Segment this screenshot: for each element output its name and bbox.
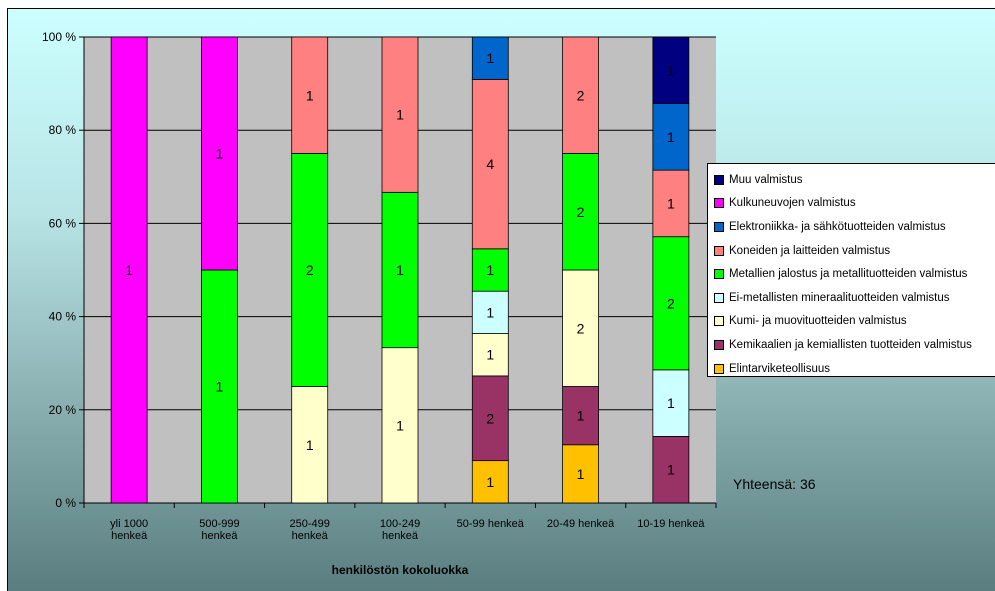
x-tick-label: henkeä xyxy=(201,530,238,542)
legend-item: Kemikaalien ja kemiallisten tuotteiden v… xyxy=(714,333,995,357)
y-tick-label: 40 % xyxy=(49,310,77,324)
legend-item: Kumi- ja muovituotteiden valmistus xyxy=(714,310,995,334)
legend-label: Koneiden ja laitteiden valmistus xyxy=(729,244,891,257)
data-label: 2 xyxy=(667,295,675,311)
data-label: 1 xyxy=(306,87,314,103)
data-label: 2 xyxy=(577,204,585,220)
x-tick-label: 10-19 henkeä xyxy=(637,518,705,530)
x-tick-label: henkeä xyxy=(292,530,329,542)
bar-segment xyxy=(562,444,599,504)
y-tick-label: 20 % xyxy=(49,403,77,417)
legend-swatch xyxy=(714,363,724,374)
bar-segment xyxy=(381,191,419,349)
data-label: 1 xyxy=(486,262,494,278)
legend-item: Elektroniikka- ja sähkötuotteiden valmis… xyxy=(714,215,995,239)
data-label: 2 xyxy=(577,320,585,336)
legend-item: Metallien jalostus ja metallituotteiden … xyxy=(714,262,995,286)
data-label: 2 xyxy=(486,410,494,426)
data-label: 1 xyxy=(306,437,314,453)
bar-segment xyxy=(562,36,599,154)
data-label: 1 xyxy=(667,129,675,145)
x-tick-label: 250-499 xyxy=(290,518,330,530)
legend-label: Kemikaalien ja kemiallisten tuotteiden v… xyxy=(729,338,972,351)
bar-segment xyxy=(562,269,599,387)
bar-segment xyxy=(562,386,599,446)
data-label: 2 xyxy=(577,87,585,103)
legend-swatch xyxy=(714,339,724,350)
bar-segment xyxy=(291,153,329,387)
x-tick-label: henkeä xyxy=(382,530,419,542)
bar-segment xyxy=(652,236,690,371)
legend-label: Kulkuneuvojen valmistus xyxy=(729,197,856,210)
data-label: 1 xyxy=(667,195,675,211)
x-tick-label: henkeä xyxy=(111,530,148,542)
legend-label: Kumi- ja muovituotteiden valmistus xyxy=(729,315,907,328)
legend-swatch xyxy=(714,245,724,256)
bar-segment xyxy=(471,290,509,334)
chart-legend: Muu valmistus Kulkuneuvojen valmistus Elek… xyxy=(707,163,995,377)
data-label: 1 xyxy=(486,347,494,363)
bar-segment xyxy=(471,460,509,504)
legend-item: Elintarviketeollisuus xyxy=(714,357,995,381)
legend-label: Elintarviketeollisuus xyxy=(729,362,830,375)
x-axis-title: henkilöstön kokoluokka xyxy=(332,563,469,577)
legend-item: Kulkuneuvojen valmistus xyxy=(714,192,995,216)
data-label: 1 xyxy=(577,408,585,424)
x-tick-label: yli 1000 xyxy=(110,518,148,530)
bar-segment xyxy=(381,347,419,504)
bar-segment xyxy=(471,375,509,462)
bar-segment xyxy=(652,369,690,437)
data-label: 2 xyxy=(306,262,314,278)
total-count: Yhteensä: 36 xyxy=(733,476,816,492)
data-label: 1 xyxy=(125,262,133,278)
legend-label: Metallien jalostus ja metallituotteiden … xyxy=(729,268,968,281)
y-tick-label: 80 % xyxy=(49,123,77,137)
bar-segment xyxy=(652,36,690,104)
legend-item: Koneiden ja laitteiden valmistus xyxy=(714,239,995,263)
data-label: 1 xyxy=(396,417,404,433)
x-tick-label: 100-249 xyxy=(380,518,420,530)
x-tick-label: 500-999 xyxy=(199,518,239,530)
legend-swatch xyxy=(714,174,724,185)
data-label: 4 xyxy=(486,156,494,172)
legend-label: Elektroniikka- ja sähkötuotteiden valmis… xyxy=(729,220,946,233)
bar-segment xyxy=(652,169,690,238)
bar-segment xyxy=(471,36,509,80)
legend-item: Muu valmistus xyxy=(714,168,995,192)
data-label: 1 xyxy=(486,474,494,490)
legend-swatch xyxy=(714,198,724,209)
x-tick-label: 50-99 henkeä xyxy=(457,518,525,530)
legend-label: Ei-metallisten mineraalituotteiden valmi… xyxy=(729,291,950,304)
legend-swatch xyxy=(714,269,724,280)
data-label: 1 xyxy=(577,466,585,482)
bar-segment xyxy=(471,333,509,377)
y-tick-label: 60 % xyxy=(49,216,77,230)
y-tick-label: 0 % xyxy=(55,496,76,510)
legend-swatch xyxy=(714,316,724,327)
x-tick-label: 20-49 henkeä xyxy=(547,518,615,530)
y-tick-label: 100 % xyxy=(42,30,76,44)
legend-swatch xyxy=(714,292,724,303)
data-label: 1 xyxy=(667,395,675,411)
data-label: 1 xyxy=(667,462,675,478)
data-label: 1 xyxy=(396,262,404,278)
bar-segment xyxy=(381,36,419,193)
bar-segment xyxy=(201,36,238,271)
data-label: 1 xyxy=(667,62,675,78)
bar-segment xyxy=(471,78,509,250)
bar-segment xyxy=(562,153,599,271)
data-label: 1 xyxy=(216,379,224,395)
legend-swatch xyxy=(714,221,724,232)
data-label: 1 xyxy=(216,146,224,162)
data-label: 1 xyxy=(396,107,404,123)
legend-item: Ei-metallisten mineraalituotteiden valmi… xyxy=(714,286,995,310)
data-label: 1 xyxy=(486,304,494,320)
bar-segment xyxy=(110,36,148,504)
data-label: 1 xyxy=(486,50,494,66)
bar-segment xyxy=(291,36,329,154)
bar-segment xyxy=(201,269,238,504)
legend-label: Muu valmistus xyxy=(729,173,803,186)
bar-segment xyxy=(291,386,329,504)
